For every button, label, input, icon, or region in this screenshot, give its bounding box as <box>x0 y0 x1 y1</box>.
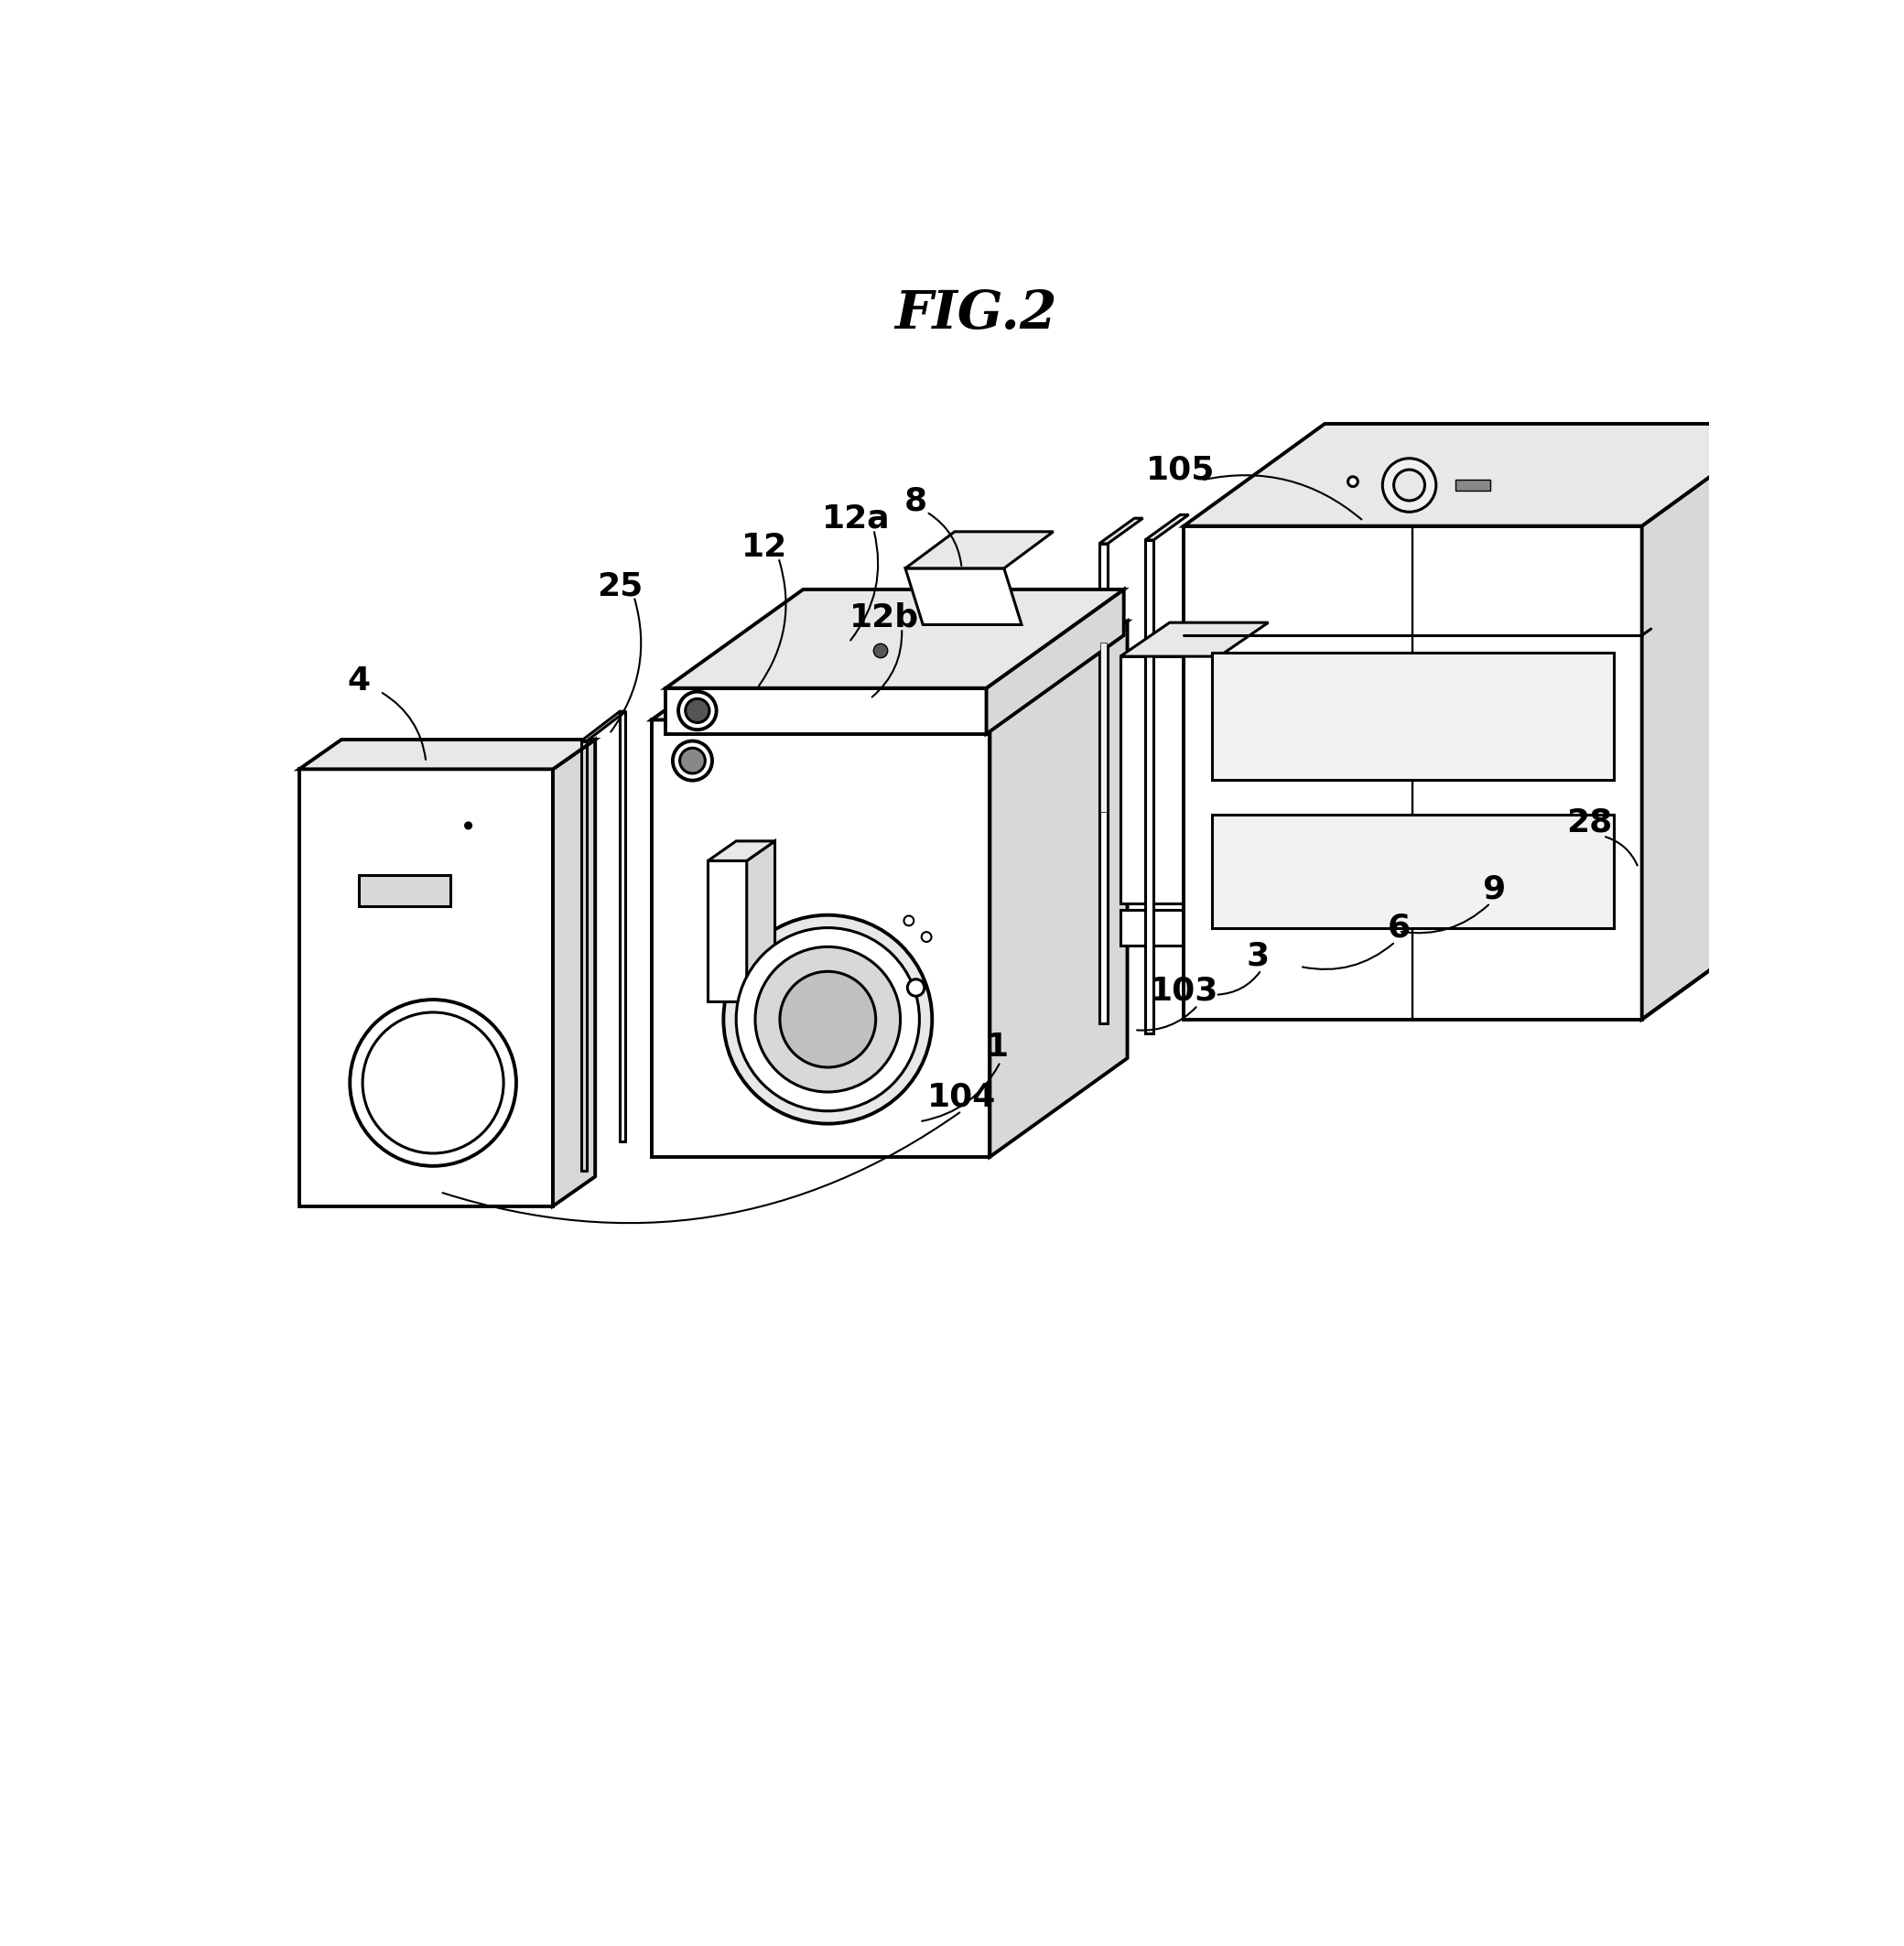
Circle shape <box>465 821 472 829</box>
Text: 6: 6 <box>1388 913 1411 944</box>
Circle shape <box>1382 459 1436 512</box>
Circle shape <box>904 917 914 926</box>
Text: 103: 103 <box>1150 975 1219 1006</box>
Polygon shape <box>1144 541 1154 1033</box>
Polygon shape <box>904 531 1053 568</box>
Text: 9: 9 <box>1483 874 1506 905</box>
Circle shape <box>685 699 710 722</box>
Text: 3: 3 <box>1247 940 1270 971</box>
Circle shape <box>908 979 923 996</box>
Polygon shape <box>299 739 596 769</box>
Text: 28: 28 <box>1565 806 1613 837</box>
Text: 12a: 12a <box>823 504 891 535</box>
Polygon shape <box>666 590 1123 689</box>
Polygon shape <box>360 876 451 907</box>
Polygon shape <box>651 720 990 1156</box>
Circle shape <box>1394 469 1424 500</box>
Polygon shape <box>904 568 1022 625</box>
Polygon shape <box>990 621 1127 1156</box>
Circle shape <box>874 644 887 658</box>
Polygon shape <box>986 590 1123 734</box>
Circle shape <box>756 948 901 1092</box>
Circle shape <box>1348 477 1358 486</box>
Polygon shape <box>666 689 986 734</box>
Polygon shape <box>1099 543 1108 1024</box>
Polygon shape <box>1144 516 1188 541</box>
Circle shape <box>362 1012 503 1154</box>
Polygon shape <box>1641 424 1782 1020</box>
Polygon shape <box>1099 518 1142 543</box>
Polygon shape <box>651 621 1127 720</box>
Polygon shape <box>1213 652 1615 780</box>
Polygon shape <box>1120 911 1219 946</box>
Text: 105: 105 <box>1146 453 1215 485</box>
Circle shape <box>672 741 712 780</box>
Polygon shape <box>1101 642 1106 811</box>
Text: 12b: 12b <box>849 601 920 632</box>
Text: 12: 12 <box>741 531 788 562</box>
Text: 25: 25 <box>596 570 644 601</box>
Polygon shape <box>1455 479 1491 490</box>
Circle shape <box>350 1000 516 1166</box>
Polygon shape <box>299 769 552 1207</box>
Circle shape <box>678 691 716 730</box>
Polygon shape <box>708 841 775 860</box>
Circle shape <box>737 928 920 1111</box>
Polygon shape <box>581 712 626 741</box>
Polygon shape <box>1184 424 1782 525</box>
Polygon shape <box>1213 815 1615 928</box>
Polygon shape <box>1184 525 1641 1020</box>
Polygon shape <box>1219 623 1268 903</box>
Text: 104: 104 <box>927 1082 996 1113</box>
Text: 1: 1 <box>986 1031 1009 1063</box>
Circle shape <box>680 747 704 773</box>
Circle shape <box>724 915 933 1123</box>
Circle shape <box>922 932 931 942</box>
Polygon shape <box>552 739 596 1207</box>
Polygon shape <box>746 841 775 1002</box>
Text: FIG.2: FIG.2 <box>895 288 1057 341</box>
Text: 8: 8 <box>904 486 927 518</box>
Circle shape <box>781 971 876 1066</box>
Polygon shape <box>1120 623 1268 656</box>
Polygon shape <box>1120 656 1219 903</box>
Text: 4: 4 <box>348 666 371 697</box>
Polygon shape <box>708 860 746 1002</box>
